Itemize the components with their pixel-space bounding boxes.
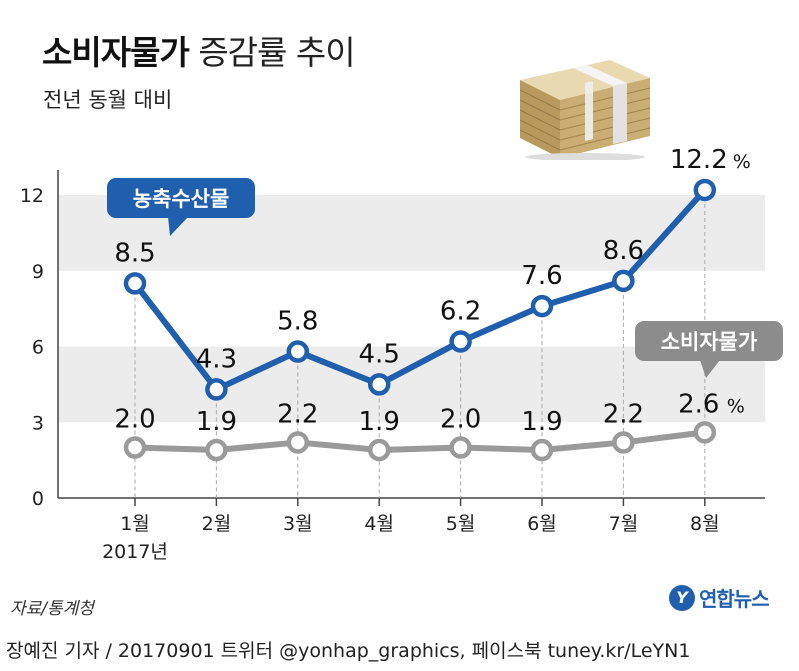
series-cpi-point — [612, 431, 635, 454]
cpi-data-label: 1.9 — [196, 407, 237, 437]
series-cpi-point — [367, 438, 391, 462]
agri-legend-pointer — [168, 217, 188, 236]
logo-mark: Y — [669, 584, 695, 611]
x-tick-label: 7월 — [609, 513, 639, 535]
agri-data-label: 6.2 — [440, 296, 481, 326]
x-tick-label: 6월 — [527, 513, 557, 535]
cpi-data-label: 1.9 — [359, 407, 400, 437]
agri-data-label: 7.6 — [521, 261, 562, 291]
cpi-legend-label: 소비자물가 — [661, 330, 758, 354]
series-agri-point — [286, 340, 310, 363]
cpi-unit-label: % — [727, 395, 745, 417]
x-tick-label: 2월 — [202, 513, 232, 535]
cpi-data-label: 1.9 — [521, 407, 562, 437]
agri-legend-label: 농축수산물 — [133, 187, 230, 211]
cpi-legend-box — [635, 321, 783, 361]
title-bold: 소비자물가 — [42, 33, 190, 72]
title-light: 증감률 추이 — [198, 33, 355, 72]
series-agri-point — [530, 294, 554, 318]
source-label: 자료/통계청 — [10, 599, 94, 619]
agri-data-label: 5.8 — [277, 307, 318, 337]
cpi-legend-pointer — [700, 360, 720, 378]
cpi-data-label: 2.0 — [114, 405, 155, 435]
y-tick-label: 0 — [32, 488, 44, 510]
agri-data-label: 12.2 — [670, 145, 728, 175]
x-tick-label: 5월 — [446, 513, 476, 535]
series-cpi-point — [530, 438, 554, 462]
y-tick-label: 3 — [32, 412, 44, 434]
agri-data-label: 4.3 — [196, 344, 237, 374]
series-agri-point — [693, 178, 717, 202]
series-cpi-point — [123, 436, 147, 459]
series-cpi-point — [205, 438, 228, 462]
footer-credits: 장예진 기자 / 20170901 트위터 @yonhap_graphics, … — [6, 640, 691, 662]
agri-legend-box — [107, 178, 255, 218]
x-tick-label: 3월 — [283, 513, 313, 535]
x-tick-label: 1월 — [120, 513, 150, 535]
cpi-data-label: 2.2 — [603, 399, 644, 429]
agri-data-label: 8.5 — [114, 238, 155, 268]
x-year-label: 2017년 — [102, 541, 168, 563]
series-agri-point — [612, 269, 635, 293]
series-agri-point — [449, 330, 472, 353]
cpi-data-label: 2.0 — [440, 405, 481, 435]
series-cpi — [134, 429, 706, 454]
x-tick-label: 4월 — [364, 513, 394, 535]
series-cpi-point — [449, 436, 472, 459]
money-stack-icon — [519, 60, 651, 160]
agri-data-label: 4.5 — [359, 339, 400, 369]
series-cpi-point — [693, 421, 717, 444]
cpi-data-label: 2.6 — [678, 389, 719, 419]
cpi-data-label: 2.2 — [277, 399, 318, 429]
series-agri-point — [367, 373, 391, 396]
chart-title: 소비자물가 증감률 추이 — [42, 26, 356, 74]
y-tick-label: 9 — [32, 261, 44, 283]
yonhap-logo: Y 연합뉴스 — [669, 583, 770, 612]
y-tick-label: 12 — [20, 185, 44, 207]
x-tick-label: 8월 — [690, 513, 720, 535]
series-agri-point — [205, 378, 228, 401]
chart-subtitle: 전년 동월 대비 — [43, 88, 173, 112]
series-agri-point — [123, 272, 147, 295]
logo-text: 연합뉴스 — [699, 587, 770, 611]
y-tick-label: 6 — [32, 337, 44, 359]
agri-data-label: 8.6 — [603, 236, 644, 266]
series-cpi-point — [286, 431, 310, 454]
agri-unit-label: % — [733, 151, 751, 173]
series-agri — [132, 187, 708, 393]
